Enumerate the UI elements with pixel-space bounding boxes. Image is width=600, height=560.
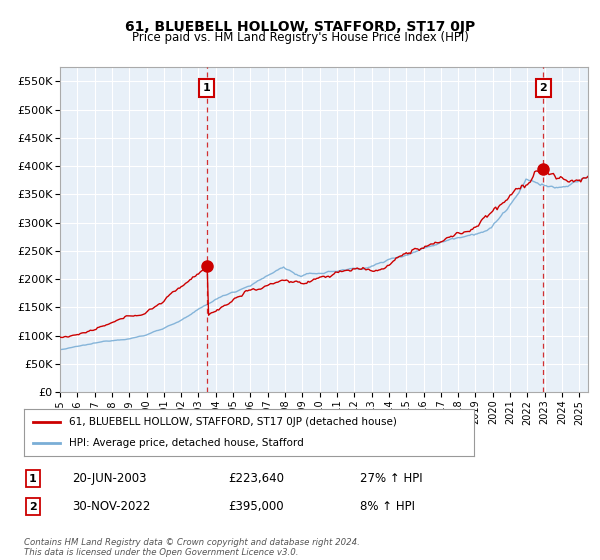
Text: 27% ↑ HPI: 27% ↑ HPI bbox=[360, 472, 422, 486]
Text: 8% ↑ HPI: 8% ↑ HPI bbox=[360, 500, 415, 514]
Text: 30-NOV-2022: 30-NOV-2022 bbox=[72, 500, 151, 514]
Text: HPI: Average price, detached house, Stafford: HPI: Average price, detached house, Staf… bbox=[69, 438, 304, 448]
Text: Contains HM Land Registry data © Crown copyright and database right 2024.
This d: Contains HM Land Registry data © Crown c… bbox=[24, 538, 360, 557]
Text: 61, BLUEBELL HOLLOW, STAFFORD, ST17 0JP (detached house): 61, BLUEBELL HOLLOW, STAFFORD, ST17 0JP … bbox=[69, 417, 397, 427]
Text: 2: 2 bbox=[539, 83, 547, 93]
Text: Price paid vs. HM Land Registry's House Price Index (HPI): Price paid vs. HM Land Registry's House … bbox=[131, 31, 469, 44]
Text: 61, BLUEBELL HOLLOW, STAFFORD, ST17 0JP: 61, BLUEBELL HOLLOW, STAFFORD, ST17 0JP bbox=[125, 20, 475, 34]
Text: £395,000: £395,000 bbox=[228, 500, 284, 514]
Text: 1: 1 bbox=[29, 474, 37, 484]
Text: 2: 2 bbox=[29, 502, 37, 512]
Text: 20-JUN-2003: 20-JUN-2003 bbox=[72, 472, 146, 486]
Text: 1: 1 bbox=[203, 83, 211, 93]
Text: £223,640: £223,640 bbox=[228, 472, 284, 486]
